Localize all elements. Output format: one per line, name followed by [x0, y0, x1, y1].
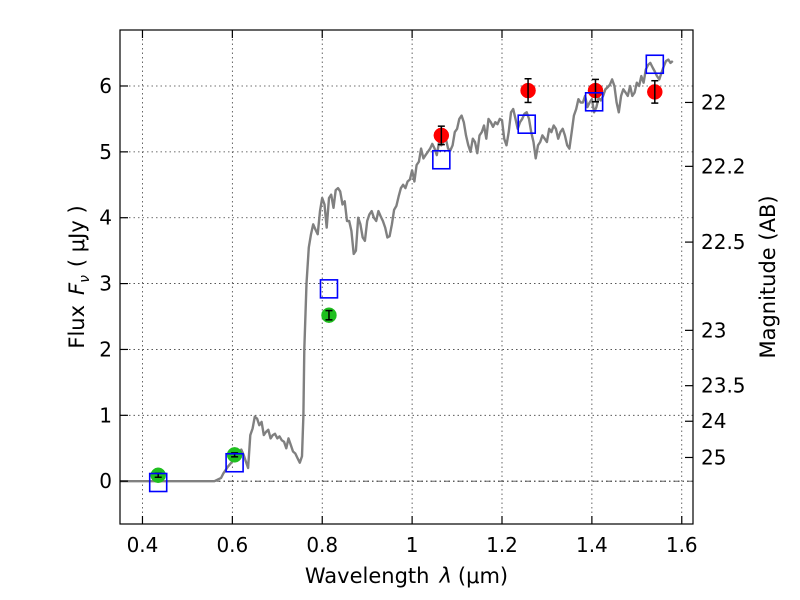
x-axis-title: Wavelength λ (μm) — [305, 564, 508, 588]
secondary-y-axis-title: Magnitude (AB) — [756, 195, 780, 358]
y-tick-label: 6 — [99, 74, 112, 98]
square-marker — [225, 452, 244, 473]
y2-tick-label: 23 — [701, 318, 726, 342]
square-marker — [148, 472, 168, 493]
x-tick-label: 0.6 — [216, 533, 248, 557]
y2-tick-label: 25 — [701, 445, 726, 469]
y2-tick-label: 22 — [701, 90, 726, 114]
y-tick-label: 0 — [99, 469, 112, 493]
square-marker — [319, 279, 339, 299]
y-axis-title: FluxFν( μJy ) — [65, 205, 93, 348]
y-tick-label: 1 — [99, 403, 112, 427]
square-marker — [645, 54, 665, 75]
square-marker — [517, 114, 537, 134]
model-spectrum-line — [120, 58, 674, 483]
y2-tick-label: 24 — [701, 409, 726, 433]
x-tick-label: 1 — [406, 533, 419, 557]
y-tick-label: 2 — [99, 337, 112, 361]
x-tick-label: 0.8 — [306, 533, 338, 557]
y-tick-label: 3 — [99, 272, 112, 296]
x-tick-label: 1.6 — [666, 533, 698, 557]
data-markers — [148, 54, 665, 493]
grid — [120, 30, 693, 524]
y2-tick-label: 22.5 — [701, 230, 746, 254]
x-tick-label: 1.4 — [576, 533, 608, 557]
x-tick-label: 0.4 — [127, 533, 159, 557]
axis-ticks — [120, 30, 693, 524]
y2-tick-label: 22.2 — [701, 154, 746, 178]
y2-tick-label: 23.5 — [701, 374, 746, 398]
tick-labels: 0.4 0.6 0.8 1 1.2 1.4 1.601234562222.222.52323… — [99, 74, 745, 557]
plot-area — [120, 54, 693, 493]
y-tick-label: 5 — [99, 140, 112, 164]
square-marker — [584, 91, 604, 112]
y-tick-label: 4 — [99, 206, 112, 230]
plot-frame — [119, 29, 694, 525]
x-tick-label: 1.2 — [486, 533, 518, 557]
square-marker — [432, 149, 451, 170]
